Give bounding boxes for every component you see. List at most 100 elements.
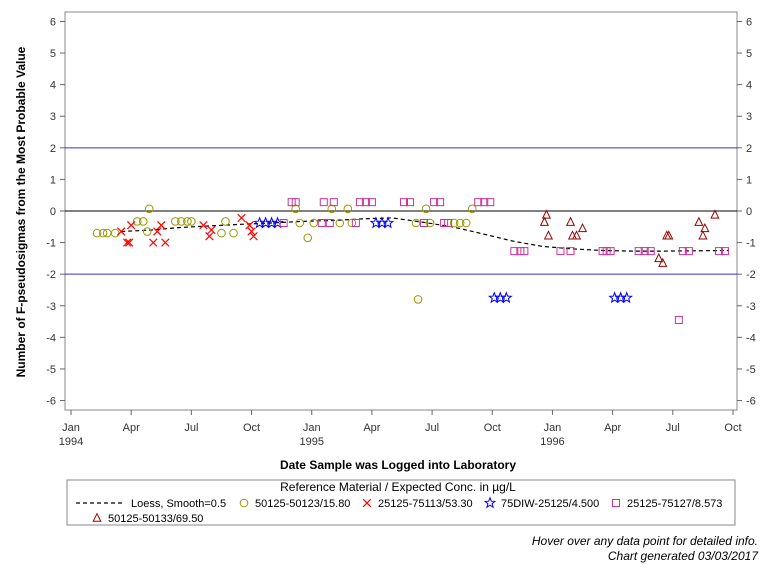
- data-point[interactable]: [436, 198, 445, 207]
- data-point[interactable]: [325, 219, 334, 228]
- data-point[interactable]: [710, 209, 720, 219]
- data-point[interactable]: [646, 247, 655, 256]
- data-point[interactable]: [694, 216, 704, 226]
- data-point[interactable]: [199, 220, 208, 230]
- data-point[interactable]: [245, 220, 254, 230]
- data-point[interactable]: [177, 217, 186, 226]
- data-point[interactable]: [658, 257, 668, 267]
- data-point[interactable]: [132, 217, 142, 226]
- data-point[interactable]: [640, 247, 649, 256]
- data-point[interactable]: [329, 198, 338, 207]
- data-point[interactable]: [153, 227, 162, 236]
- data-point[interactable]: [295, 218, 304, 228]
- data-point[interactable]: [566, 247, 575, 256]
- y-tick-label-right: 4: [746, 80, 752, 92]
- data-point[interactable]: [714, 247, 723, 256]
- data-point[interactable]: [500, 291, 513, 304]
- data-point[interactable]: [444, 219, 453, 228]
- data-point[interactable]: [335, 218, 345, 228]
- data-point[interactable]: [271, 216, 284, 229]
- data-point[interactable]: [207, 225, 216, 235]
- data-point[interactable]: [187, 217, 196, 226]
- data-point[interactable]: [355, 198, 364, 207]
- data-point[interactable]: [634, 247, 643, 256]
- data-point[interactable]: [474, 198, 483, 207]
- data-point[interactable]: [124, 238, 134, 247]
- data-point[interactable]: [664, 230, 674, 240]
- data-point[interactable]: [171, 217, 180, 226]
- data-point[interactable]: [327, 204, 337, 214]
- data-point[interactable]: [520, 247, 529, 256]
- data-point[interactable]: [467, 204, 477, 214]
- data-point[interactable]: [142, 227, 152, 236]
- data-point[interactable]: [98, 228, 108, 238]
- data-point[interactable]: [361, 198, 370, 207]
- data-point[interactable]: [577, 222, 588, 233]
- data-point[interactable]: [319, 198, 328, 207]
- data-point[interactable]: [720, 247, 729, 256]
- data-point[interactable]: [381, 216, 395, 229]
- data-point[interactable]: [183, 217, 192, 226]
- data-point[interactable]: [144, 204, 154, 214]
- data-point[interactable]: [92, 228, 102, 238]
- data-point[interactable]: [486, 198, 495, 207]
- data-point[interactable]: [126, 220, 136, 230]
- data-point[interactable]: [543, 230, 554, 240]
- data-point[interactable]: [347, 218, 357, 228]
- data-point[interactable]: [406, 198, 415, 207]
- data-point[interactable]: [674, 315, 683, 324]
- data-point[interactable]: [287, 198, 296, 207]
- data-point[interactable]: [420, 219, 429, 228]
- data-point[interactable]: [411, 218, 421, 228]
- data-point[interactable]: [556, 247, 565, 256]
- data-point[interactable]: [421, 204, 431, 214]
- data-point[interactable]: [249, 232, 258, 241]
- data-point[interactable]: [425, 218, 435, 228]
- data-point[interactable]: [678, 247, 687, 256]
- data-point[interactable]: [598, 247, 607, 256]
- data-point[interactable]: [229, 228, 238, 238]
- data-point[interactable]: [698, 230, 708, 240]
- data-point[interactable]: [449, 218, 459, 228]
- data-point[interactable]: [684, 247, 693, 256]
- data-point[interactable]: [367, 198, 376, 207]
- data-point[interactable]: [122, 238, 132, 247]
- data-point[interactable]: [571, 230, 582, 240]
- data-point[interactable]: [138, 217, 148, 226]
- data-point[interactable]: [606, 247, 615, 256]
- data-point[interactable]: [539, 216, 550, 226]
- data-point[interactable]: [602, 247, 611, 256]
- data-point[interactable]: [620, 291, 633, 304]
- data-point[interactable]: [510, 247, 519, 256]
- data-point[interactable]: [291, 204, 300, 214]
- data-point[interactable]: [351, 219, 360, 228]
- data-point[interactable]: [221, 217, 230, 226]
- data-point[interactable]: [430, 198, 439, 207]
- data-point[interactable]: [440, 219, 449, 228]
- data-point[interactable]: [700, 222, 710, 233]
- data-point[interactable]: [217, 228, 226, 238]
- data-point[interactable]: [400, 198, 409, 207]
- data-point[interactable]: [480, 198, 489, 207]
- data-point[interactable]: [461, 218, 471, 228]
- data-point[interactable]: [161, 238, 170, 247]
- data-point[interactable]: [317, 219, 326, 228]
- data-point[interactable]: [157, 220, 166, 230]
- data-point[interactable]: [455, 218, 465, 228]
- y-tick-label: 1: [50, 174, 56, 186]
- data-point[interactable]: [303, 233, 313, 243]
- data-point[interactable]: [279, 219, 288, 228]
- data-point[interactable]: [343, 204, 353, 214]
- data-point[interactable]: [291, 198, 300, 207]
- data-point[interactable]: [413, 295, 423, 304]
- data-point[interactable]: [237, 213, 246, 223]
- data-point[interactable]: [541, 209, 552, 219]
- data-point[interactable]: [565, 216, 576, 226]
- data-point[interactable]: [516, 247, 525, 256]
- data-point[interactable]: [149, 238, 158, 247]
- data-point[interactable]: [654, 252, 664, 263]
- data-point[interactable]: [116, 227, 126, 236]
- data-point[interactable]: [247, 227, 256, 236]
- data-point[interactable]: [205, 232, 214, 241]
- data-point[interactable]: [309, 218, 319, 228]
